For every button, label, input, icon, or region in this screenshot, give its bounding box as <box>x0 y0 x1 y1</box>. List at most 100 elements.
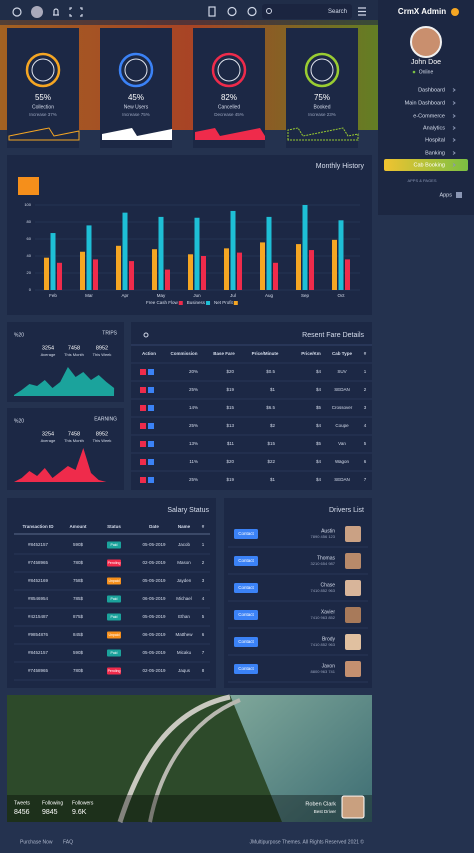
bar <box>80 251 85 290</box>
menu-icon[interactable] <box>358 7 366 16</box>
edit-button[interactable] <box>148 405 154 411</box>
contact-button[interactable] <box>234 664 258 674</box>
legend-swatch <box>178 301 183 305</box>
topbar-icons <box>12 6 366 18</box>
delete-button[interactable] <box>140 459 146 465</box>
bell-icon[interactable] <box>53 8 59 16</box>
menu-item[interactable]: Main Dashboard <box>405 100 445 106</box>
bar <box>260 242 265 290</box>
table-card <box>131 322 372 490</box>
menu-item[interactable]: Hospital <box>425 137 445 143</box>
bar <box>302 205 308 290</box>
table-cell: 5 <box>364 441 367 446</box>
stat-value: 9.6K <box>72 809 87 816</box>
contact-button[interactable] <box>234 583 258 593</box>
delete-button[interactable] <box>140 405 146 411</box>
stat-label: Collection <box>32 104 54 110</box>
contact-button[interactable] <box>234 556 258 566</box>
driver-phone: 7890 456 123 <box>311 534 336 539</box>
bar <box>309 250 314 290</box>
contact-button[interactable] <box>234 637 258 647</box>
ring <box>118 52 154 88</box>
driver-phone: 3210 654 987 <box>311 561 336 566</box>
copyright: JMultipurpose Themes. All Rights Reserve… <box>250 838 365 845</box>
avatar-icon[interactable] <box>31 6 43 18</box>
delete-button[interactable] <box>140 387 146 393</box>
settings-icon[interactable] <box>12 7 22 17</box>
status-label: Paid <box>110 651 117 655</box>
user-status: Online <box>419 69 434 75</box>
delete-button[interactable] <box>140 477 146 483</box>
stat-value: 8952 <box>96 431 108 437</box>
x-tick-label: Sep <box>301 293 310 298</box>
table-cell: Matthew <box>175 632 193 637</box>
button-label[interactable]: Contact <box>238 639 254 644</box>
edit-button[interactable] <box>148 477 154 483</box>
search-box[interactable] <box>262 4 352 19</box>
menu-item[interactable]: Banking <box>425 150 445 156</box>
button-label[interactable]: Contact <box>238 585 254 590</box>
chat-icon[interactable] <box>247 6 257 17</box>
menu-item[interactable]: Cab Booking <box>414 162 446 168</box>
table-cell: 20% <box>189 369 198 374</box>
bar <box>224 248 229 290</box>
edit-button[interactable] <box>148 459 154 465</box>
y-tick-label: 60 <box>27 236 32 241</box>
road <box>117 694 231 823</box>
menu-item[interactable]: Dashboard <box>418 87 445 93</box>
stat-label: Followers <box>72 800 94 806</box>
status-label: Pending <box>108 561 121 565</box>
button-label[interactable]: Contact <box>238 531 254 536</box>
menu-item[interactable]: e-Commerce <box>413 113 445 119</box>
edit-button[interactable] <box>148 441 154 447</box>
menu-arrow <box>452 126 456 130</box>
table-cell: #8546954 <box>28 596 49 601</box>
at-icon[interactable] <box>227 6 237 17</box>
column-header: Status <box>107 524 121 529</box>
footer-link[interactable]: FAQ <box>63 839 73 845</box>
delete-button[interactable] <box>140 441 146 447</box>
area-shape <box>14 448 115 482</box>
user-avatar[interactable] <box>410 26 442 58</box>
bar <box>188 254 193 290</box>
column-header: Amount <box>70 524 87 529</box>
menu-item[interactable]: Analytics <box>423 125 445 131</box>
driver-name: Thomas <box>317 555 336 561</box>
x-tick-label: Mar <box>85 293 93 298</box>
bar <box>338 220 344 290</box>
x-tick-label: Feb <box>49 293 57 298</box>
x-tick-label: Oct <box>337 293 345 298</box>
driver-phone: 8800 963 741 <box>311 669 336 674</box>
y-tick-label: 100 <box>24 202 31 207</box>
edit-button[interactable] <box>148 387 154 393</box>
driver-avatar <box>345 607 361 623</box>
delete-button[interactable] <box>140 423 146 429</box>
status-badge <box>107 541 121 549</box>
table-cell: #8452157 <box>28 650 49 655</box>
button-label[interactable]: Contact <box>238 558 254 563</box>
edit-button[interactable] <box>148 423 154 429</box>
table-cell: 05-05-2019 <box>142 650 166 655</box>
table-cell: 590$ <box>73 650 84 655</box>
menu-arrow <box>452 163 456 167</box>
button-label[interactable]: Contact <box>238 612 254 617</box>
expand-icon[interactable] <box>69 7 83 17</box>
footer-link[interactable]: Purchase Now <box>20 839 53 845</box>
button-label[interactable]: Contact <box>238 666 254 671</box>
contact-button[interactable] <box>234 610 258 620</box>
delete-button[interactable] <box>140 369 146 375</box>
bar <box>230 210 236 290</box>
menu-item[interactable]: Apps <box>439 192 452 198</box>
menu-arrow <box>452 88 456 92</box>
edit-button[interactable] <box>148 369 154 375</box>
active-item <box>384 159 468 171</box>
contact-button[interactable] <box>234 529 258 539</box>
table-cell: $20 <box>226 459 234 464</box>
clipboard-icon[interactable] <box>208 6 216 17</box>
legend-swatch <box>206 301 211 305</box>
table-cell: #9854876 <box>28 632 49 637</box>
bar <box>296 244 301 290</box>
ring-inner <box>217 58 241 82</box>
driver-name: Xavier <box>321 609 336 615</box>
table-cell: 3 <box>364 405 367 410</box>
